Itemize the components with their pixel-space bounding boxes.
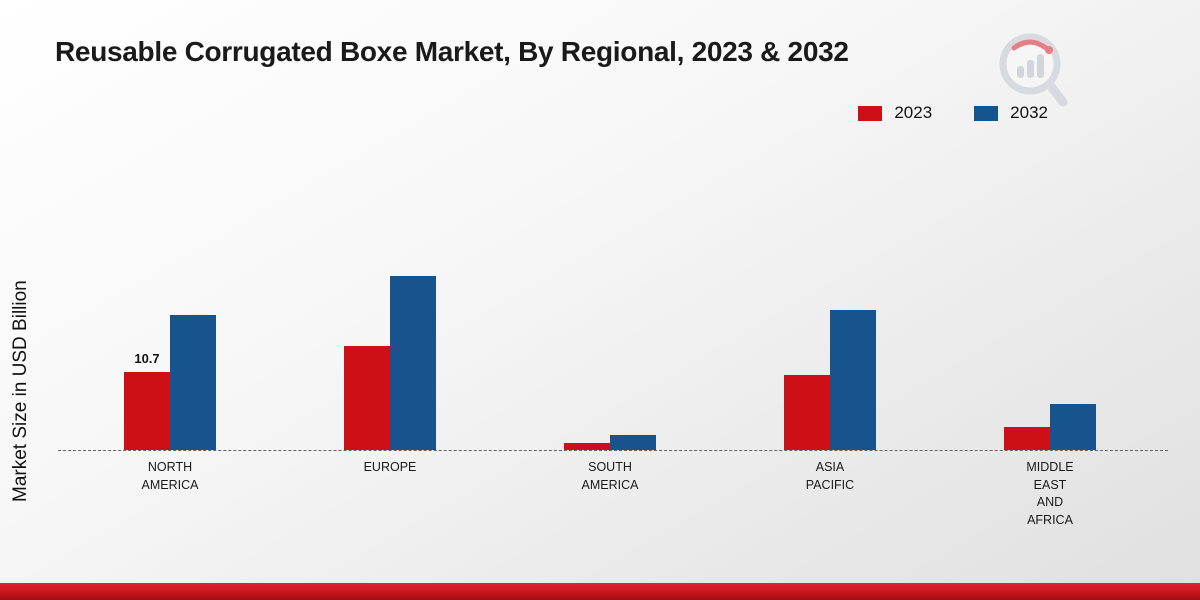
magnifier-chart-icon <box>999 33 1068 107</box>
bar-pair-north-america: 10.7 <box>60 260 280 450</box>
legend-swatch-2032 <box>974 105 999 121</box>
bar-2032-north-america <box>170 314 216 450</box>
bar-2023-south-america <box>564 442 610 450</box>
bar-2023-asia-pacific <box>784 375 830 450</box>
legend: 2023 2032 <box>858 103 1048 123</box>
legend-item-2023: 2023 <box>858 103 932 123</box>
category-label-south-america: SOUTH AMERICA <box>581 460 639 492</box>
x-axis-line <box>58 450 1168 451</box>
category-label-middle-east-and-africa: MIDDLE EAST AND AFRICA <box>1026 460 1074 527</box>
y-axis-label: Market Size in USD Billion <box>10 280 31 502</box>
category-label-europe: EUROPE <box>363 460 417 474</box>
legend-swatch-2023 <box>858 105 883 121</box>
bottom-red-strip <box>0 583 1200 600</box>
bar-pair-middle-east-and-africa <box>940 260 1160 450</box>
legend-label-2032: 2032 <box>1010 103 1048 122</box>
bar-2032-asia-pacific <box>830 309 876 450</box>
bar-pair-europe <box>280 260 500 450</box>
category-group-north-america: 10.7 NORTH AMERICA <box>60 260 280 492</box>
bar-2032-south-america <box>610 435 656 450</box>
bar-2023-north-america: 10.7 <box>124 351 170 450</box>
bar-value-label: 10.7 <box>134 350 160 366</box>
legend-label-2023: 2023 <box>894 103 933 122</box>
legend-item-2032: 2032 <box>974 103 1048 123</box>
bar-groups: 10.7 NORTH AMERICA EUROPE SOUTH AMERICA ASIA PA… <box>60 260 1160 527</box>
plot-area: 10.7 NORTH AMERICA EUROPE SOUTH AMERICA ASIA PA… <box>58 260 1168 527</box>
bar-2023-middle-east-and-africa <box>1004 427 1050 450</box>
category-group-europe: EUROPE <box>280 260 500 474</box>
bar-pair-south-america <box>500 260 720 450</box>
bar-2032-middle-east-and-africa <box>1050 403 1096 450</box>
category-label-north-america: NORTH AMERICA <box>141 460 199 492</box>
category-group-asia-pacific: ASIA PACIFIC <box>720 260 940 492</box>
bar-2023-europe <box>344 345 390 450</box>
bar-pair-asia-pacific <box>720 260 940 450</box>
chart-title: Reusable Corrugated Boxe Market, By Regi… <box>55 36 849 67</box>
category-group-middle-east-and-africa: MIDDLE EAST AND AFRICA <box>940 260 1160 527</box>
category-group-south-america: SOUTH AMERICA <box>500 260 720 492</box>
brand-logo-watermark <box>992 28 1070 115</box>
bar-2032-europe <box>390 276 436 450</box>
category-label-asia-pacific: ASIA PACIFIC <box>805 460 855 492</box>
